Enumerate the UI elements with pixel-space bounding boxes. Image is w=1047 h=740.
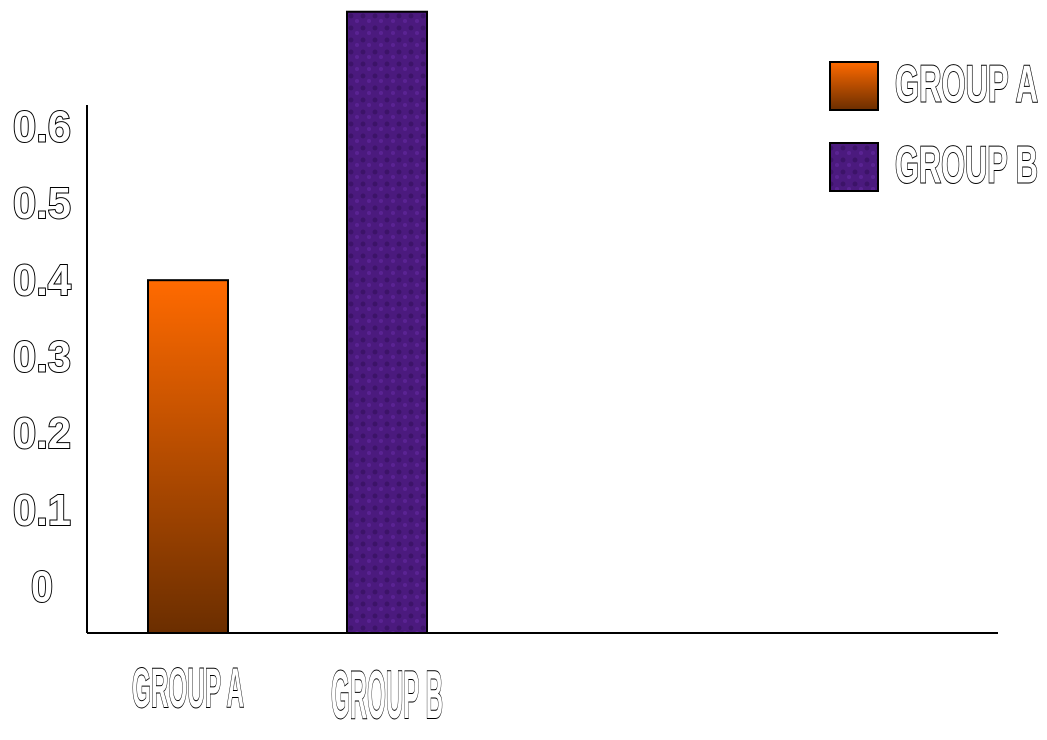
y-tick-label: 0 bbox=[31, 563, 53, 612]
bar bbox=[147, 279, 229, 634]
y-tick-label: 0.3 bbox=[13, 333, 71, 382]
y-tick-label: 0.4 bbox=[13, 256, 71, 305]
y-tick-label: 0.5 bbox=[13, 179, 71, 228]
x-tick-label: GROUP B bbox=[331, 657, 443, 733]
x-tick-label: GROUP A bbox=[132, 656, 244, 719]
legend-swatch bbox=[829, 142, 879, 192]
legend-label: GROUP A bbox=[895, 56, 1038, 114]
legend-label: GROUP B bbox=[895, 137, 1038, 195]
y-tick-label: 0.1 bbox=[13, 486, 71, 535]
y-tick-label: 0.6 bbox=[13, 102, 71, 151]
y-tick-label: 0.2 bbox=[13, 409, 71, 458]
bar bbox=[346, 10, 428, 635]
legend-swatch bbox=[829, 61, 879, 111]
